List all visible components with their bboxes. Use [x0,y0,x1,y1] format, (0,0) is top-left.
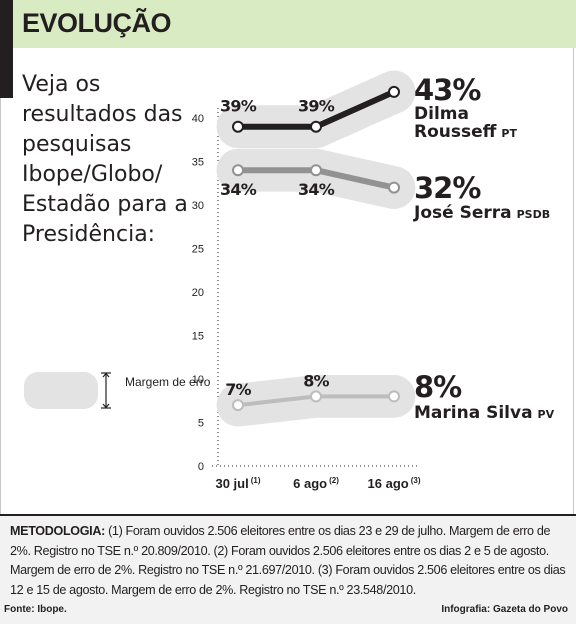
x-tick-text: 6 ago [293,476,327,491]
page-title: EVOLUÇÃO [22,8,172,38]
y-tick-label: 10 [192,374,204,386]
data-point-serra [310,164,322,177]
end-value-marina: 8% [414,370,462,404]
data-point-marina [310,390,322,403]
series-party-dilma: PT [501,127,517,140]
y-tick-label: 0 [198,461,204,473]
y-tick-label: 25 [192,244,204,256]
series-party-marina: PV [538,408,555,421]
data-label-serra: 34% [220,180,257,199]
data-point-dilma [232,120,244,133]
methodology-label: METODOLOGIA: [10,524,105,538]
legend-label: Margem de erro [125,375,211,389]
data-labels: 39% 39% 34% 34% 7% 8% [220,97,335,399]
data-point-dilma [388,85,400,98]
y-tick-label: 30 [192,200,204,212]
data-label-marina: 8% [303,371,329,390]
series-name-marina: Marina Silva PV [414,403,555,423]
legend-bracket-icon [101,372,111,409]
end-value-serra: 32% [414,171,481,205]
x-tick-note: (3) [411,476,421,485]
data-point-marina [232,399,244,412]
legend-margin-swatch [24,372,98,409]
x-tick-label: 16 ago (3) [368,476,421,491]
series-party-serra: PSDB [517,208,551,221]
series-name-dilma-last: Rousseff PT [414,122,517,142]
source-note: Fonte: Ibope. [4,604,67,615]
intro-text: Veja os resultados das pesquisas Ibope/G… [22,72,188,247]
data-label-dilma: 39% [220,97,257,116]
data-point-marina [388,390,400,403]
x-tick-note: (1) [251,476,261,485]
data-label-dilma: 39% [298,97,335,116]
y-tick-label: 15 [192,331,204,343]
y-tick-label: 20 [192,287,204,299]
x-tick-note: (2) [329,476,339,485]
data-point-serra [232,164,244,177]
header-accent-bar [0,0,13,98]
y-tick-label: 5 [198,418,204,430]
data-point-dilma [310,120,322,133]
y-tick-label: 35 [192,157,204,169]
methodology-body: (1) Foram ouvidos 2.506 eleitores entre … [10,524,566,597]
end-value-dilma: 43% [414,73,481,107]
data-point-serra [388,181,400,194]
error-bands [216,70,416,427]
methodology-box [0,514,576,624]
data-label-serra: 34% [298,180,335,199]
x-tick-text: 30 jul [215,476,248,491]
series-points [232,85,400,412]
x-tick-text: 16 ago [368,476,409,491]
series-name-dilma-first: Dilma [414,104,469,124]
footer-divider [0,514,576,516]
header-band [0,0,576,48]
x-tick-label: 6 ago (2) [293,476,339,491]
y-tick-label: 40 [192,113,204,125]
data-label-marina: 7% [225,380,251,399]
credit-note: Infografia: Gazeta do Povo [441,604,568,615]
methodology-text: METODOLOGIA: (1) Foram ouvidos 2.506 ele… [10,522,566,600]
series-name-serra: José Serra PSDB [413,203,550,223]
x-tick-label: 30 jul (1) [215,476,260,491]
